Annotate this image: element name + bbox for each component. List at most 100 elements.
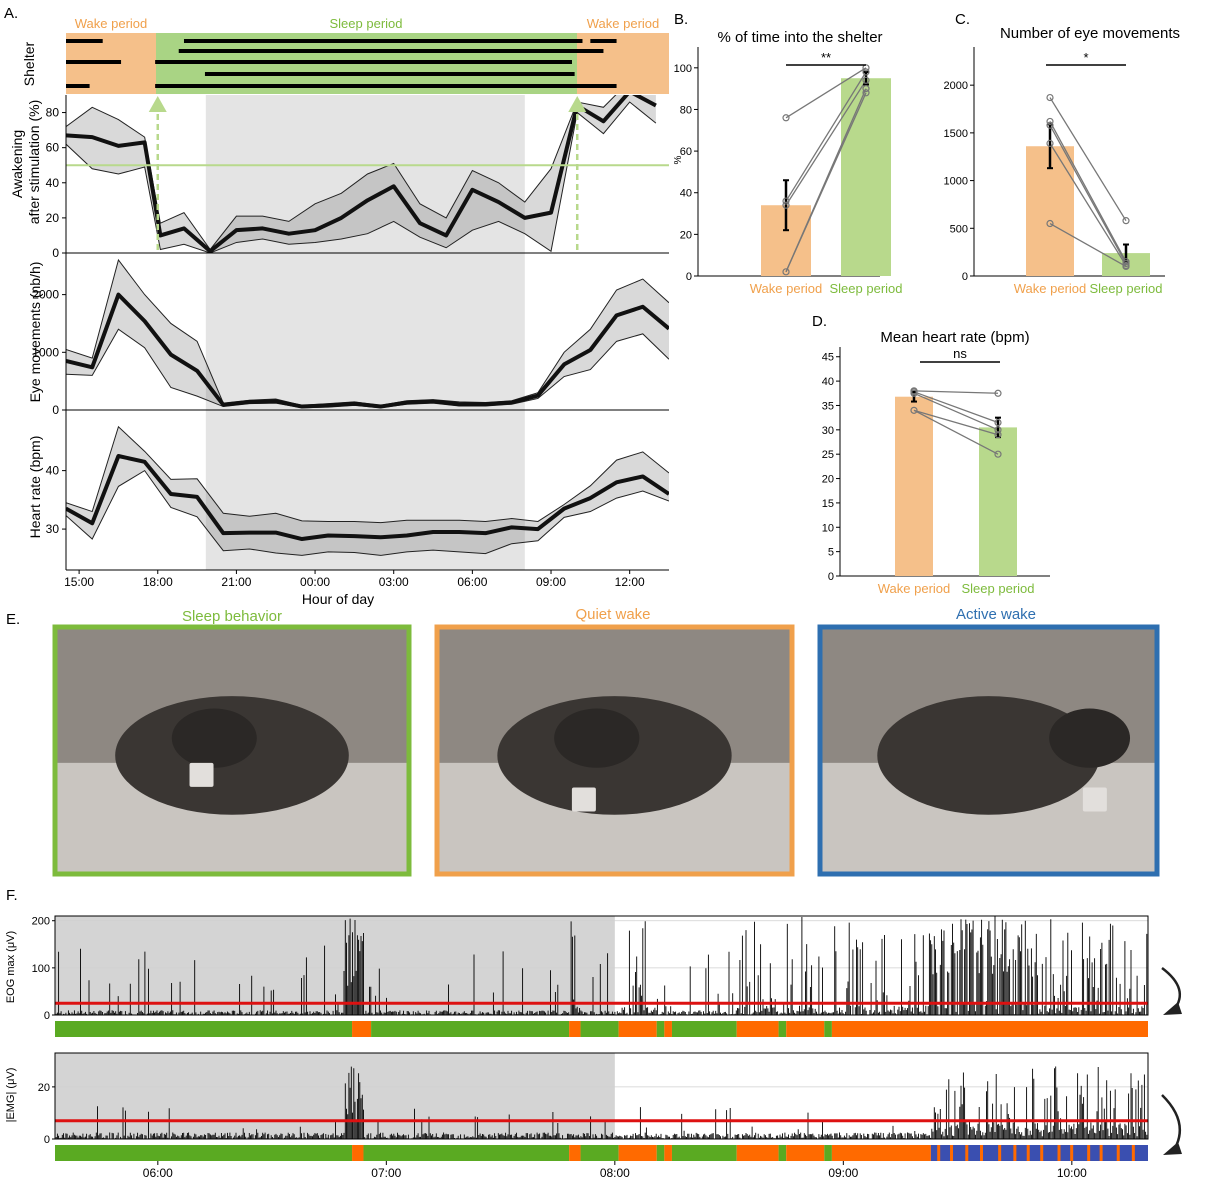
ci-band — [66, 95, 656, 253]
bar-sleep — [841, 78, 891, 277]
transition-arrowhead — [148, 96, 167, 112]
individual-point — [862, 85, 870, 93]
panel-label-a: A. — [4, 5, 18, 22]
category-label-wake: Wake period — [878, 581, 951, 596]
xtick-label: 21:00 — [221, 575, 251, 589]
xtick-label: 09:00 — [828, 1166, 858, 1179]
xtick-label: 00:00 — [300, 575, 330, 589]
ci-upper-line — [66, 425, 669, 524]
xtick-label: 09:00 — [536, 575, 566, 589]
individual-point — [782, 201, 790, 209]
ytick-label: 0 — [828, 571, 834, 583]
hypnogram-wake — [1013, 1145, 1017, 1161]
hypnogram-sleep — [671, 1145, 737, 1161]
paired-line — [913, 391, 999, 424]
paired-line — [785, 67, 867, 119]
xtick-label: 10:00 — [1057, 1166, 1087, 1179]
emg-ylabel: |EMG| (μV) — [5, 1068, 17, 1123]
plot-frame — [54, 915, 1149, 1016]
ytick-label: 35 — [822, 400, 834, 412]
photo-frame — [52, 624, 412, 877]
ytick-label: 30 — [46, 522, 60, 536]
panel-b-title: % of time into the shelter — [717, 29, 882, 46]
ytick-label: 5 — [828, 547, 834, 559]
hypnogram-wake — [831, 1145, 931, 1161]
curved-arrowhead — [1163, 1002, 1182, 1015]
individual-point — [862, 68, 870, 76]
category-label-wake: Wake period — [1014, 281, 1087, 296]
paired-line — [913, 409, 999, 455]
individual-point — [1046, 121, 1054, 129]
panel-label-d: D. — [812, 313, 827, 330]
lizard-head — [554, 708, 640, 768]
hypnogram-sleep — [778, 1021, 787, 1037]
wake-period-band-end — [577, 33, 669, 94]
hypnogram-wake — [1099, 1145, 1103, 1161]
individual-point — [782, 197, 790, 205]
lizard-head — [1049, 708, 1131, 768]
wake-period-label-end: Wake period — [587, 16, 660, 31]
ytick-label: 30 — [822, 425, 834, 437]
ytick-label: 500 — [950, 223, 968, 235]
hypnogram-wake — [1116, 1145, 1120, 1161]
ytick-label: 0 — [962, 271, 968, 283]
panel-b-ylabel: % — [673, 155, 684, 164]
individual-point — [1046, 93, 1054, 102]
paired-line — [913, 390, 999, 394]
hypnogram-wake — [831, 1021, 1148, 1037]
mean-line — [66, 292, 669, 409]
head-device — [571, 787, 596, 812]
panel-f-recordings: EOG max (μV) |EMG| (μV) 0 100 200 0 20 06:00 0… — [5, 915, 1182, 1179]
photo-frame — [434, 624, 795, 877]
hypnogram-wake — [736, 1145, 779, 1161]
hypnogram-wake — [950, 1145, 954, 1161]
paired-line — [1049, 97, 1127, 221]
individual-point — [1046, 117, 1054, 126]
hypnogram-wake — [664, 1021, 672, 1037]
panel-label-f: F. — [6, 887, 18, 904]
hypnogram-wake — [618, 1021, 657, 1037]
bar-sleep — [979, 427, 1017, 576]
ytick-label: 0 — [44, 1134, 50, 1146]
hypnogram-wake — [736, 1021, 779, 1037]
hypnogram-wake — [664, 1145, 672, 1161]
hour-of-day-xlabel: Hour of day — [302, 591, 374, 607]
curved-arrowhead — [1163, 1142, 1182, 1155]
hypnogram-sleep — [778, 1145, 787, 1161]
individual-point — [1122, 217, 1130, 225]
individual-point — [1046, 219, 1054, 228]
ytick-label: 10 — [822, 522, 834, 534]
panel-label-e: E. — [6, 611, 20, 628]
hypnogram-wake — [618, 1145, 657, 1161]
ytick-label: 1500 — [944, 128, 968, 140]
significance-label: ns — [953, 346, 967, 361]
paired-line — [1049, 121, 1127, 262]
ytick-label: 25 — [822, 449, 834, 461]
hypnogram-wake — [786, 1145, 825, 1161]
hypnogram-sleep — [824, 1145, 832, 1161]
xtick-label: 08:00 — [600, 1166, 630, 1179]
awakening-ylabel: Awakening after stimulation (%) — [9, 100, 42, 224]
head-device — [189, 762, 214, 787]
wake-period-label-start: Wake period — [75, 16, 148, 31]
hypnogram-sleep — [363, 1145, 570, 1161]
hypnogram-sleep — [656, 1021, 665, 1037]
xtick-label: 18:00 — [143, 575, 173, 589]
paired-line — [785, 92, 867, 273]
mean-line — [66, 454, 669, 542]
panel-label-b: B. — [674, 11, 688, 28]
hypnogram-wake — [965, 1145, 969, 1161]
curved-arrow — [1161, 1094, 1182, 1151]
hypnogram-wake — [1040, 1145, 1044, 1161]
lizard-head — [171, 708, 257, 768]
hypnogram-sleep — [580, 1021, 619, 1037]
ytick-label: 40 — [822, 376, 834, 388]
xtick-label: 03:00 — [379, 575, 409, 589]
individual-point — [994, 431, 1002, 439]
individual-point — [862, 76, 870, 84]
hypnogram-sleep — [580, 1145, 619, 1161]
ytick-label: 0 — [44, 1010, 50, 1022]
hypnogram-sleep — [656, 1145, 665, 1161]
panel-a-timeseries: 0 20 40 60 80 0 1000 2000 30 40 15:00 18:00 21:00 00… — [9, 95, 669, 607]
